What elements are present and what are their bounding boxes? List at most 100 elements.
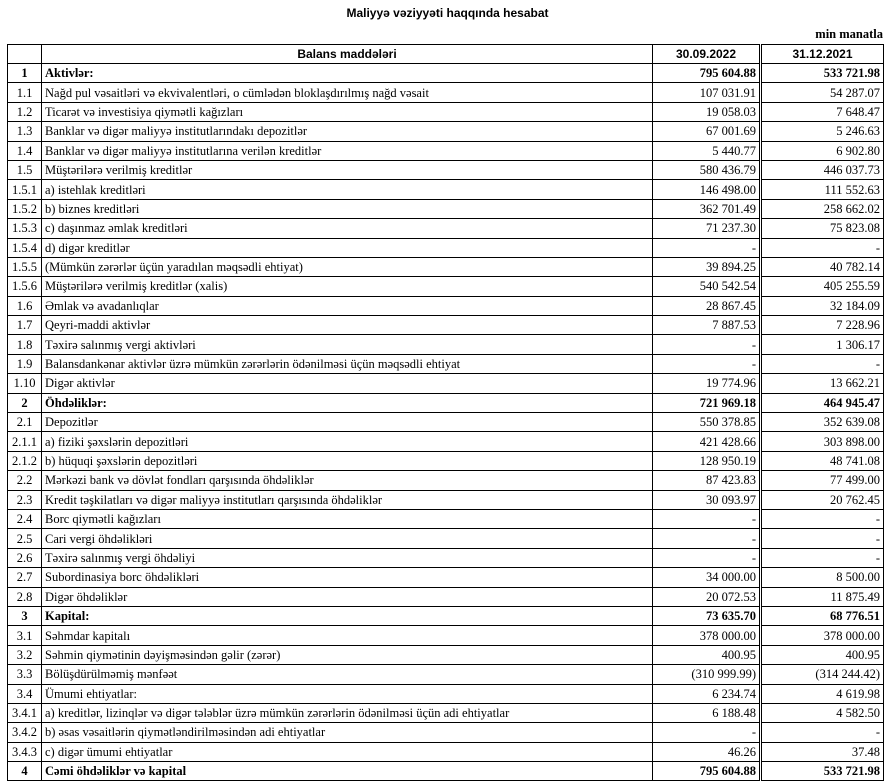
- row-number: 3.4.3: [7, 741, 42, 763]
- row-label: Kredit təşkilatları və digər maliyyə ins…: [41, 489, 653, 510]
- row-label: Banklar və digər maliyyə institutlarına …: [41, 140, 653, 161]
- value-2021: 20 762.45: [759, 489, 884, 510]
- table-row: 2.7 Subordinasiya borc öhdəlikləri 34 000.…: [7, 567, 884, 588]
- value-2021: 258 662.02: [759, 198, 884, 220]
- row-number: 2.5: [7, 528, 42, 549]
- row-number: 2: [7, 392, 42, 414]
- table-row: 1.9 Balansdankənar aktivlər üzrə mümkün z…: [7, 353, 884, 375]
- column-header: [7, 44, 42, 64]
- value-2022: -: [652, 334, 761, 355]
- table-row: 2.4 Borc qiymətli kağızları - -: [7, 508, 884, 530]
- row-number: 1.10: [7, 373, 42, 394]
- value-2021: 533 721.98: [759, 761, 884, 782]
- value-2021: -: [759, 353, 884, 375]
- row-number: 1.5: [7, 159, 42, 181]
- table-row: 3 Kapital: 73 635.70 68 776.51: [7, 605, 884, 627]
- row-label: Cəmi öhdəliklər və kapital: [41, 761, 653, 782]
- value-2022: 5 440.77: [652, 140, 761, 161]
- row-number: 3.4: [7, 683, 42, 704]
- row-label: Əmlak və avadanlıqlar: [41, 295, 653, 317]
- value-2022: -: [652, 508, 761, 530]
- row-number: 2.4: [7, 508, 42, 530]
- value-2021: (314 244.42): [759, 664, 884, 685]
- value-2022: 378 000.00: [652, 625, 761, 646]
- value-2022: 550 378.85: [652, 412, 761, 433]
- value-2021: 11 875.49: [759, 586, 884, 607]
- unit-label: min manatla: [815, 27, 883, 41]
- row-label: Subordinasiya borc öhdəlikləri: [41, 567, 653, 588]
- value-2022: 34 000.00: [652, 567, 761, 588]
- value-2022: 580 436.79: [652, 159, 761, 181]
- row-label: Aktivlər:: [41, 62, 653, 84]
- value-2022: 421 428.66: [652, 431, 761, 452]
- table-row: 3.3 Bölüşdürülməmiş mənfəət (310 999.99) (3…: [7, 664, 884, 685]
- value-2021: 4 619.98: [759, 683, 884, 704]
- row-number: 1.5.3: [7, 218, 42, 239]
- value-2022: 721 969.18: [652, 392, 761, 414]
- row-number: 1.7: [7, 315, 42, 336]
- table-row: 1.4 Banklar və digər maliyyə institutları…: [7, 140, 884, 161]
- value-2022: 39 894.25: [652, 256, 761, 278]
- value-2021: 77 499.00: [759, 470, 884, 491]
- row-number: 1.6: [7, 295, 42, 317]
- value-2021: -: [759, 237, 884, 258]
- value-2021: 75 823.08: [759, 218, 884, 239]
- row-number: 3.2: [7, 644, 42, 666]
- row-label: Digər öhdəliklər: [41, 586, 653, 607]
- value-2022: 362 701.49: [652, 198, 761, 220]
- table-row: 3.2 Səhmin qiymətinin dəyişməsindən gəlir…: [7, 644, 884, 666]
- column-header: 31.12.2021: [759, 44, 884, 64]
- row-number: 2.3: [7, 489, 42, 510]
- value-2022: 67 001.69: [652, 121, 761, 142]
- column-header: Balans maddələri: [41, 44, 653, 64]
- table-row: 1.10 Digər aktivlər 19 774.96 13 662.21: [7, 373, 884, 394]
- table-row: 1 Aktivlər: 795 604.88 533 721.98: [7, 62, 884, 84]
- table-row: 2.2 Mərkəzi bank və dövlət fondları qarşı…: [7, 470, 884, 491]
- table-row: 2 Öhdəliklər: 721 969.18 464 945.47: [7, 392, 884, 414]
- row-label: (Mümkün zərərlər üçün yaradılan məqsədli…: [41, 256, 653, 278]
- value-2022: 6 234.74: [652, 683, 761, 704]
- row-label: a) istehlak kreditləri: [41, 179, 653, 200]
- table-row: 3.4.1 a) kreditlər, lizinqlər və digər tə…: [7, 702, 884, 724]
- row-label: d) digər kreditlər: [41, 237, 653, 258]
- row-number: 2.1: [7, 412, 42, 433]
- row-number: 1.5.5: [7, 256, 42, 278]
- row-label: Təxirə salınmış vergi öhdəliyi: [41, 547, 653, 569]
- row-label: Ümumi ehtiyatlar:: [41, 683, 653, 704]
- row-number: 4: [7, 761, 42, 782]
- table-row: 2.6 Təxirə salınmış vergi öhdəliyi - -: [7, 547, 884, 569]
- row-number: 2.1.1: [7, 431, 42, 452]
- row-number: 3.4.2: [7, 722, 42, 743]
- row-label: Kapital:: [41, 605, 653, 627]
- report-title: Maliyyə vəziyyəti haqqında hesabat: [346, 6, 549, 20]
- row-label: a) kreditlər, lizinqlər və digər tələblə…: [41, 702, 653, 724]
- value-2021: -: [759, 547, 884, 569]
- table-row: 1.5.5 (Mümkün zərərlər üçün yaradılan məq…: [7, 256, 884, 278]
- table-row: 1.5 Müştərilərə verilmiş kreditlər 580 436…: [7, 159, 884, 181]
- row-label: Balansdankənar aktivlər üzrə mümkün zərə…: [41, 353, 653, 375]
- row-label: c) digər ümumi ehtiyatlar: [41, 741, 653, 763]
- value-2021: 352 639.08: [759, 412, 884, 433]
- row-number: 2.8: [7, 586, 42, 607]
- value-2021: 303 898.00: [759, 431, 884, 452]
- header-row: Balans maddələri 30.09.2022 31.12.2021: [7, 44, 884, 64]
- value-2021: 378 000.00: [759, 625, 884, 646]
- value-2021: 6 902.80: [759, 140, 884, 161]
- value-2022: -: [652, 547, 761, 569]
- value-2022: 71 237.30: [652, 218, 761, 239]
- value-2022: 73 635.70: [652, 605, 761, 627]
- value-2021: 13 662.21: [759, 373, 884, 394]
- value-2021: 400.95: [759, 644, 884, 666]
- table-row: 1.5.2 b) biznes kreditləri 362 701.49 258 6…: [7, 198, 884, 220]
- row-label: a) fiziki şəxslərin depozitləri: [41, 431, 653, 452]
- table-row: 1.5.1 a) istehlak kreditləri 146 498.00 111…: [7, 179, 884, 200]
- value-2022: 400.95: [652, 644, 761, 666]
- value-2022: 146 498.00: [652, 179, 761, 200]
- value-2021: 464 945.47: [759, 392, 884, 414]
- row-number: 2.2: [7, 470, 42, 491]
- row-label: b) əsas vəsaitlərin qiymətləndirilməsind…: [41, 722, 653, 743]
- row-number: 1.5.2: [7, 198, 42, 220]
- table-row: 2.3 Kredit təşkilatları və digər maliyyə …: [7, 489, 884, 510]
- table-body: 1 Aktivlər: 795 604.88 533 721.98 1.1 Nağd pu…: [7, 62, 884, 782]
